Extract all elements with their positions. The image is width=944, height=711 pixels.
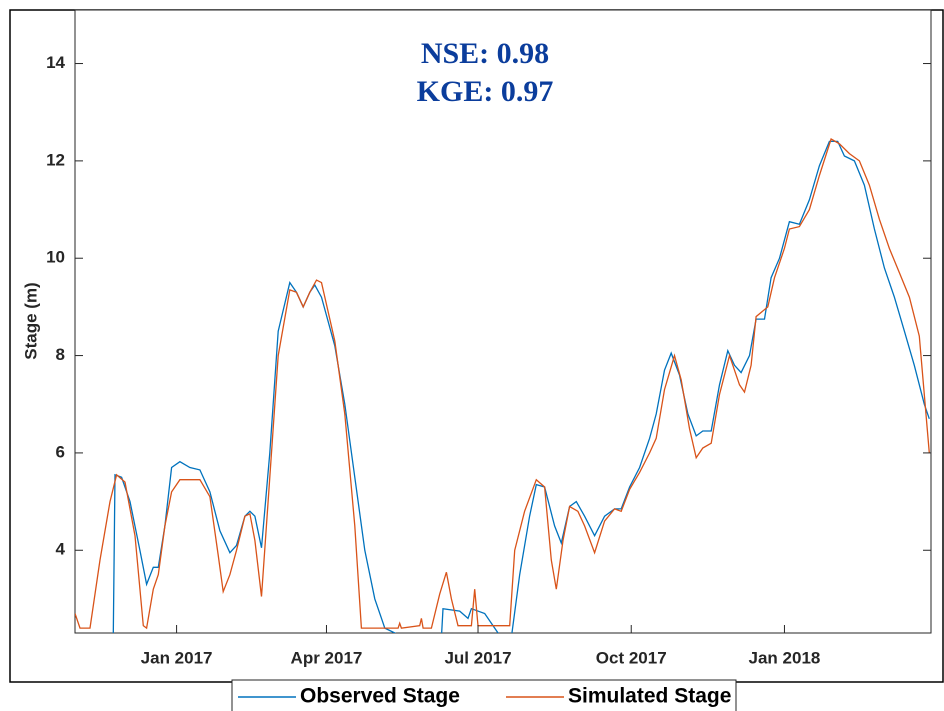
x-tick-label: Oct 2017 <box>596 648 667 667</box>
x-tick-label: Jan 2018 <box>749 648 821 667</box>
legend <box>231 679 737 711</box>
y-tick-label: 10 <box>46 248 65 267</box>
y-tick-label: 6 <box>56 442 65 461</box>
x-tick-label: Jan 2017 <box>141 648 213 667</box>
y-tick-label: 8 <box>56 345 65 364</box>
annotation: NSE: 0.98 <box>421 37 549 70</box>
y-tick-label: 4 <box>56 540 66 559</box>
y-axis-label: Stage (m) <box>21 282 40 359</box>
plot-area <box>74 9 932 634</box>
legend-label: Simulated Stage <box>568 685 731 708</box>
legend-label: Observed Stage <box>300 685 460 708</box>
y-tick-label: 12 <box>46 150 65 169</box>
x-tick-label: Apr 2017 <box>291 648 363 667</box>
x-tick-label: Jul 2017 <box>444 648 511 667</box>
y-tick-label: 14 <box>46 53 65 72</box>
annotation: KGE: 0.97 <box>417 75 554 108</box>
